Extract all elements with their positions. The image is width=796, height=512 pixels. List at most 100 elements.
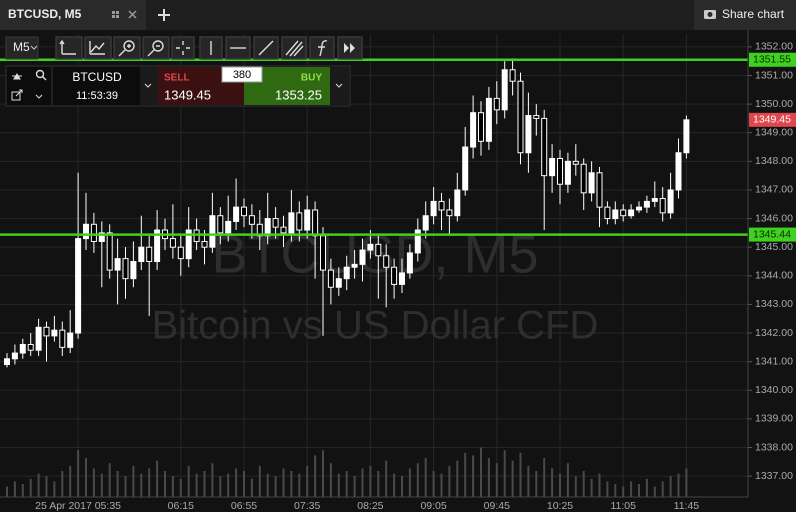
candle-body bbox=[343, 266, 350, 280]
tab-close[interactable] bbox=[128, 10, 137, 19]
x-tick-label: 11:05 bbox=[610, 500, 636, 512]
candle-body bbox=[201, 240, 208, 248]
volume-bar bbox=[393, 473, 396, 497]
volume-bar bbox=[266, 473, 269, 497]
y-tick-label: 1338.00 bbox=[755, 441, 793, 453]
volume-bar bbox=[582, 471, 585, 497]
volume-bar bbox=[100, 473, 103, 497]
candle-body bbox=[438, 200, 445, 211]
volume-bar bbox=[132, 465, 135, 497]
tool-icon bbox=[258, 40, 274, 56]
tool-icon bbox=[118, 44, 131, 57]
candle-body bbox=[11, 352, 18, 360]
candle-body bbox=[27, 343, 34, 351]
candle-body bbox=[675, 152, 682, 191]
x-tick-label: 11:45 bbox=[674, 500, 700, 512]
volume-bar bbox=[250, 478, 253, 497]
candle-body bbox=[241, 206, 247, 217]
candle-body bbox=[462, 146, 469, 191]
volume-bar bbox=[329, 463, 332, 497]
volume-bar bbox=[638, 484, 640, 497]
server-time: 11:53:39 bbox=[76, 90, 118, 102]
candle-body bbox=[83, 223, 89, 240]
volume-bar bbox=[511, 460, 514, 497]
volume-bar bbox=[369, 465, 372, 497]
sell-label: SELL bbox=[164, 73, 190, 84]
y-tick-label: 1351.00 bbox=[755, 69, 793, 81]
tab-grid-icon[interactable] bbox=[112, 11, 119, 18]
sell-price: 1349.45 bbox=[164, 87, 211, 102]
search-icon[interactable] bbox=[35, 69, 45, 79]
candle-body bbox=[43, 326, 50, 337]
tool-button[interactable] bbox=[55, 36, 83, 60]
candle-body bbox=[580, 163, 587, 194]
candle-body bbox=[620, 209, 627, 217]
volume-bar bbox=[377, 471, 380, 497]
candle-body bbox=[35, 326, 42, 351]
candle-body bbox=[572, 160, 579, 165]
candle-body bbox=[636, 206, 642, 211]
candle-body bbox=[533, 115, 540, 119]
candle-body bbox=[312, 209, 319, 237]
volume-bar bbox=[187, 465, 190, 497]
tab[interactable] bbox=[0, 0, 146, 30]
timeframe-button[interactable] bbox=[5, 36, 39, 60]
candle-body bbox=[177, 246, 184, 260]
candle-body bbox=[628, 209, 635, 217]
volume-bar bbox=[298, 473, 301, 497]
candle-body bbox=[248, 215, 255, 225]
volume-bar bbox=[606, 481, 609, 497]
zoom-in-button[interactable] bbox=[113, 36, 141, 60]
x-tick-label: 09:05 bbox=[420, 500, 446, 512]
candle-body bbox=[651, 198, 658, 202]
level-label: 1345.44 bbox=[753, 228, 791, 240]
tool-icon bbox=[152, 40, 164, 52]
zoom-out-button[interactable] bbox=[142, 36, 170, 60]
candle-body bbox=[509, 69, 516, 82]
candle-body bbox=[351, 263, 358, 268]
volume-bar bbox=[314, 455, 317, 497]
candle-body bbox=[367, 243, 374, 251]
volume-bar bbox=[464, 452, 467, 497]
marks bbox=[0, 58, 748, 497]
popout-icon[interactable] bbox=[11, 89, 23, 101]
x-tick-label: 07:35 bbox=[294, 500, 320, 512]
candle-body bbox=[557, 157, 563, 185]
candle-body bbox=[225, 220, 232, 234]
volume-bar bbox=[448, 465, 451, 497]
volume-bar bbox=[645, 478, 648, 497]
add-tab[interactable] bbox=[158, 9, 170, 21]
spread-box[interactable] bbox=[221, 66, 263, 83]
candle-body bbox=[209, 215, 216, 248]
x-tick-label: 09:45 bbox=[484, 500, 510, 512]
volume-bar bbox=[195, 473, 198, 497]
candle-body bbox=[383, 255, 390, 268]
candle-body bbox=[98, 232, 105, 242]
volume-bar bbox=[156, 460, 159, 497]
candle-body bbox=[470, 112, 477, 148]
volume-bar bbox=[140, 473, 143, 497]
candle-body bbox=[19, 343, 26, 354]
candle-body bbox=[430, 200, 437, 217]
level-label: 1351.55 bbox=[753, 54, 791, 66]
volume-bar bbox=[503, 450, 506, 497]
candle-body bbox=[612, 209, 619, 220]
tool-icon bbox=[318, 40, 328, 57]
candle-body bbox=[264, 218, 271, 237]
collapse-icon[interactable] bbox=[12, 73, 22, 80]
volume-bar bbox=[622, 486, 625, 497]
candle-body bbox=[422, 215, 429, 231]
search-icon bbox=[42, 76, 47, 81]
dropdown-arrow[interactable] bbox=[35, 94, 43, 99]
crosshair-button[interactable] bbox=[171, 36, 195, 60]
candle-body bbox=[596, 172, 603, 208]
volume-bar bbox=[21, 484, 24, 497]
candle-body bbox=[288, 212, 295, 234]
volume-bar bbox=[203, 471, 206, 497]
order-panel: BTCUSD 11:53:39 SELL 1349.45 BUY 1353.25… bbox=[5, 65, 351, 107]
candle-body bbox=[588, 172, 595, 194]
volume-bar bbox=[282, 468, 285, 497]
volume-bar bbox=[353, 476, 356, 497]
